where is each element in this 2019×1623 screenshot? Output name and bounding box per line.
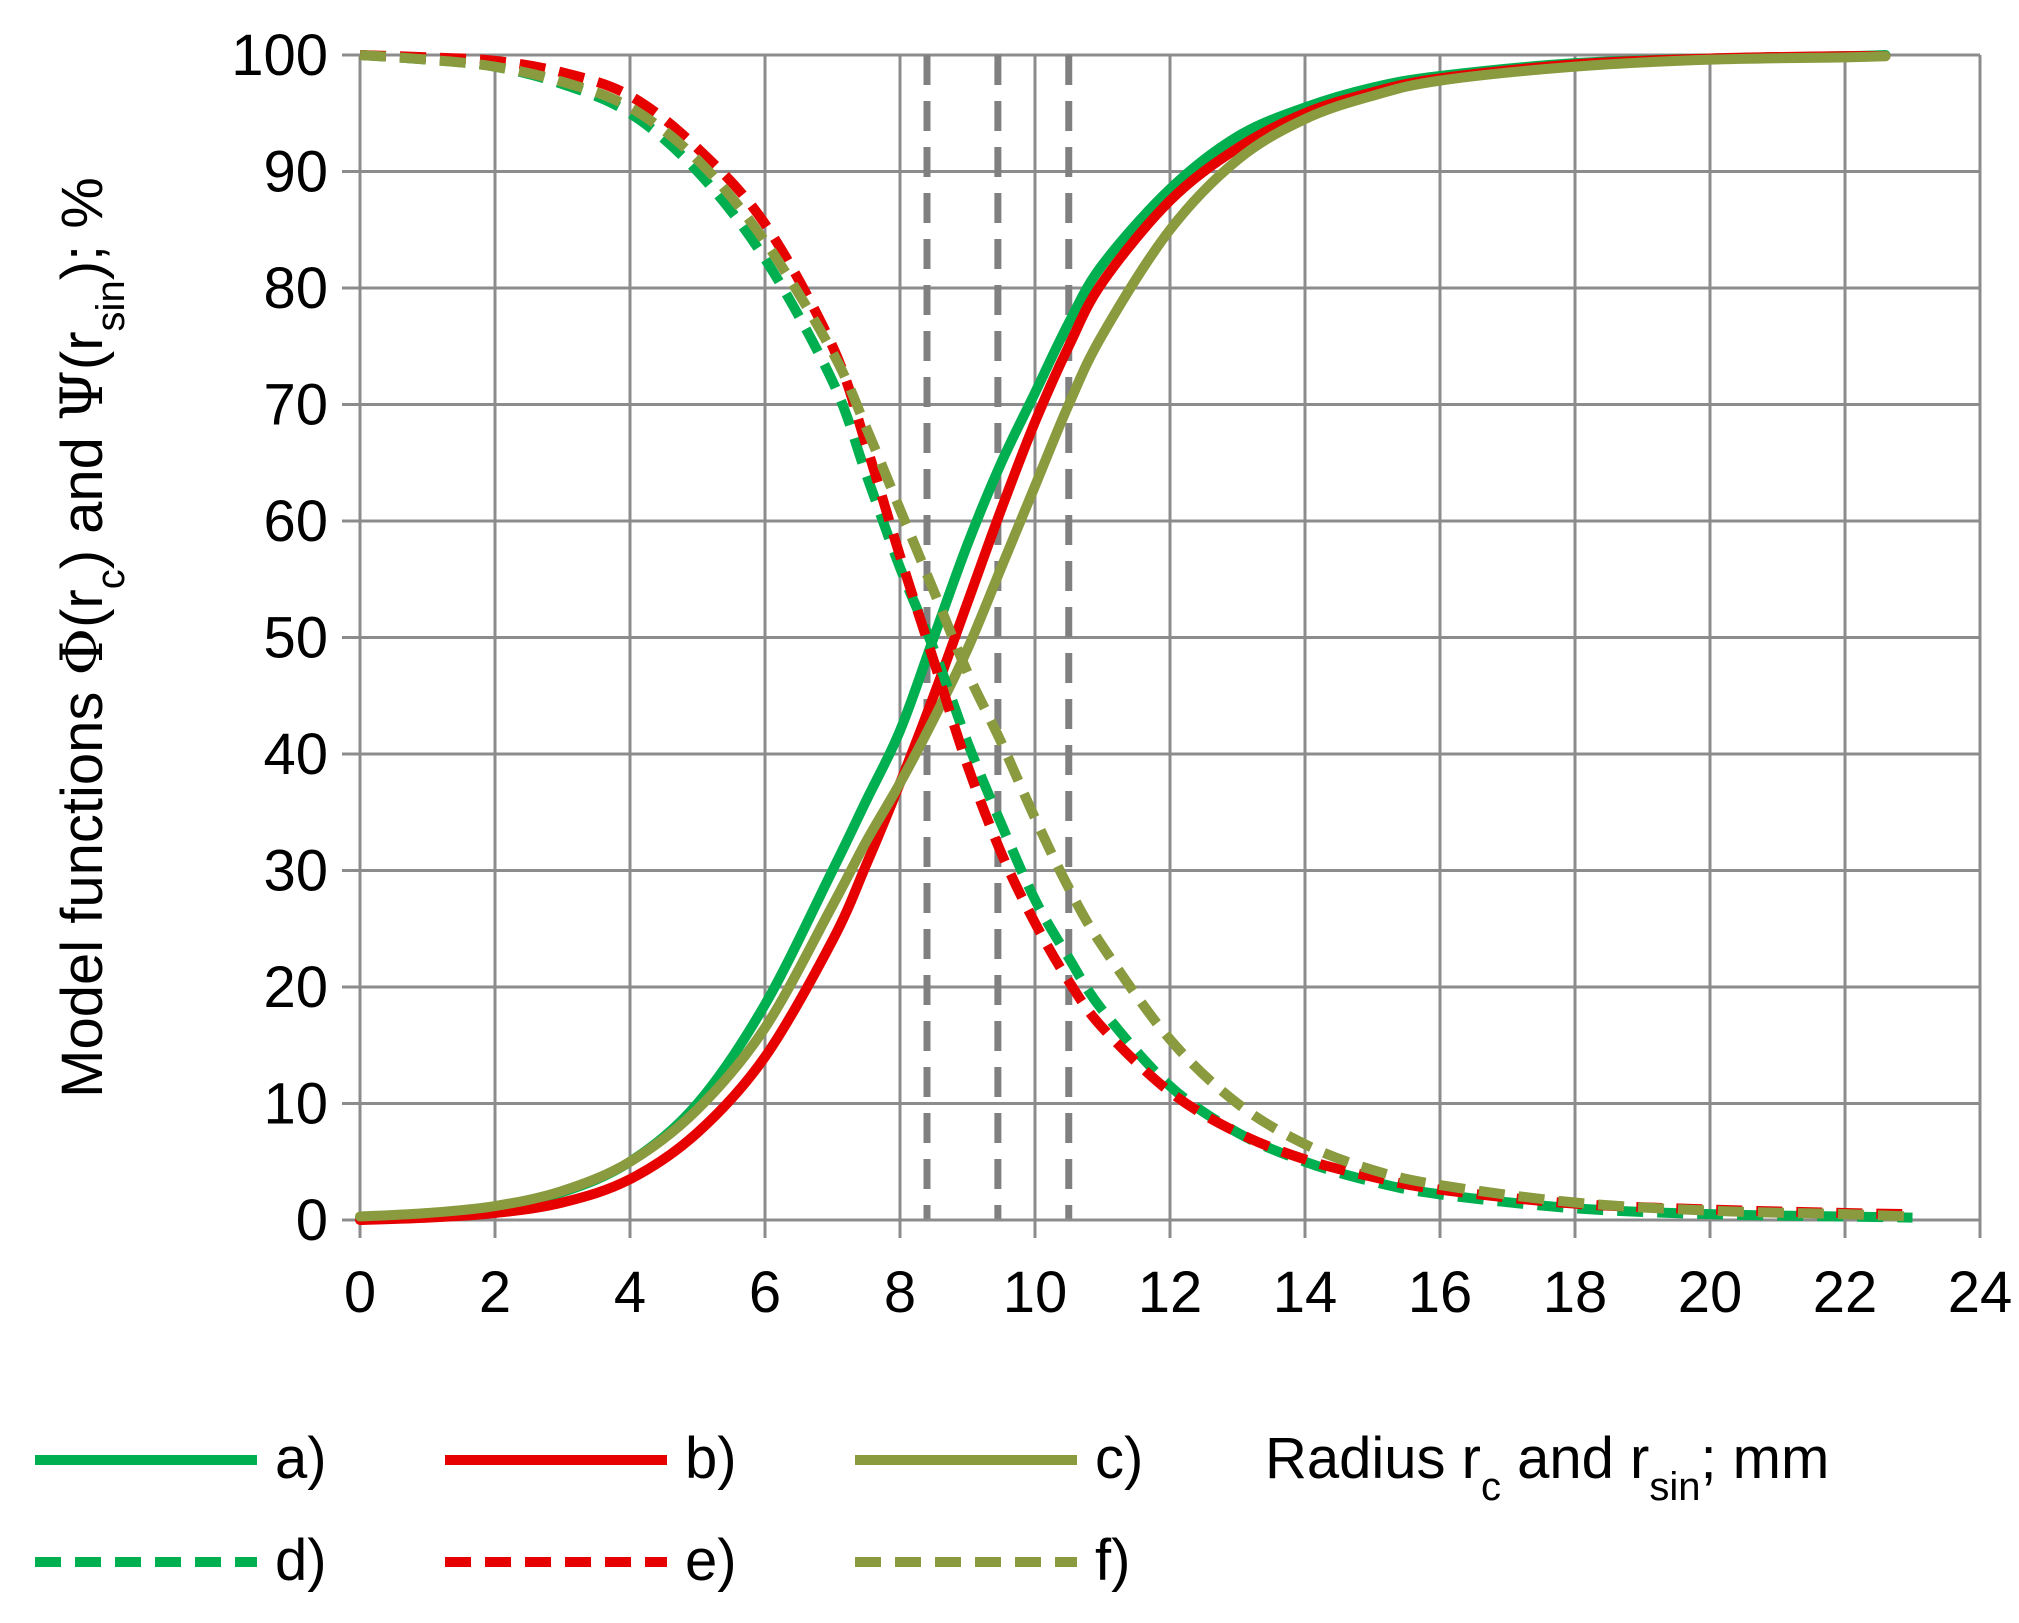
x-tick-label: 10	[1003, 1260, 1068, 1325]
y-tick-label: 50	[263, 606, 328, 671]
label-part: and r	[1501, 1426, 1649, 1491]
series-line-6	[359, 50, 1913, 1222]
x-tick-label: 22	[1813, 1260, 1878, 1325]
y-tick-label: 60	[263, 489, 328, 554]
legend-label-1: a)	[275, 1426, 327, 1491]
legend-label-3: c)	[1095, 1426, 1143, 1491]
y-tick-label: 20	[263, 955, 328, 1020]
y-axis-title: Model functions Φ(rc) and Ψ(rsin); %	[48, 177, 133, 1098]
series-lines	[355, 50, 1913, 1225]
y-tick-label: 80	[263, 256, 328, 321]
label-part: Model functions	[50, 675, 115, 1097]
subscript: c	[89, 569, 133, 589]
reference-lines	[923, 55, 1073, 1220]
label-part: ); %	[50, 177, 115, 280]
y-tick-label: 70	[263, 373, 328, 438]
x-tick-label: 4	[614, 1260, 646, 1325]
y-tick-label: 40	[263, 722, 328, 787]
series-line-3	[355, 51, 1891, 1222]
label-part: (r	[50, 331, 115, 370]
y-tick-label: 0	[296, 1188, 328, 1253]
subscript: sin	[1649, 1465, 1700, 1509]
x-tick-label: 0	[344, 1260, 376, 1325]
y-tick-label: 100	[231, 23, 328, 88]
legend-label-2: b)	[685, 1426, 737, 1491]
label-part: ; mm	[1700, 1426, 1829, 1491]
tick-labels: 0 2 4 6 8 10 12 14 16 18 20 22 240102030405060708090…	[231, 23, 2012, 1325]
x-tick-label: 6	[749, 1260, 781, 1325]
y-tick-label: 30	[263, 839, 328, 904]
y-tick-label: 10	[263, 1072, 328, 1137]
x-tick-label: 16	[1408, 1260, 1473, 1325]
label-part: (r	[50, 589, 115, 628]
x-tick-label: 8	[884, 1260, 916, 1325]
y-tick-label: 90	[263, 140, 328, 205]
legend-label-4: d)	[275, 1528, 327, 1593]
x-tick-label: 18	[1543, 1260, 1608, 1325]
x-tick-label: 24	[1948, 1260, 2013, 1325]
label-part: ) and	[50, 421, 115, 569]
x-tick-label: 2	[479, 1260, 511, 1325]
label-part: Radius r	[1265, 1426, 1481, 1491]
legend-label-5: e)	[685, 1528, 737, 1593]
x-tick-label: 20	[1678, 1260, 1743, 1325]
x-axis-title: Radius rc and rsin; mm	[1265, 1426, 1829, 1509]
x-tick-label: 14	[1273, 1260, 1338, 1325]
axes	[342, 53, 1982, 1238]
label-part: Φ	[48, 628, 116, 676]
legend: a) b) c) d) e) f)	[35, 1426, 1143, 1593]
subscript: c	[1481, 1465, 1501, 1509]
subscript: sin	[89, 280, 133, 331]
x-tick-label: 12	[1138, 1260, 1203, 1325]
legend-label-6: f)	[1095, 1528, 1130, 1593]
label-part: Ψ	[48, 370, 116, 421]
